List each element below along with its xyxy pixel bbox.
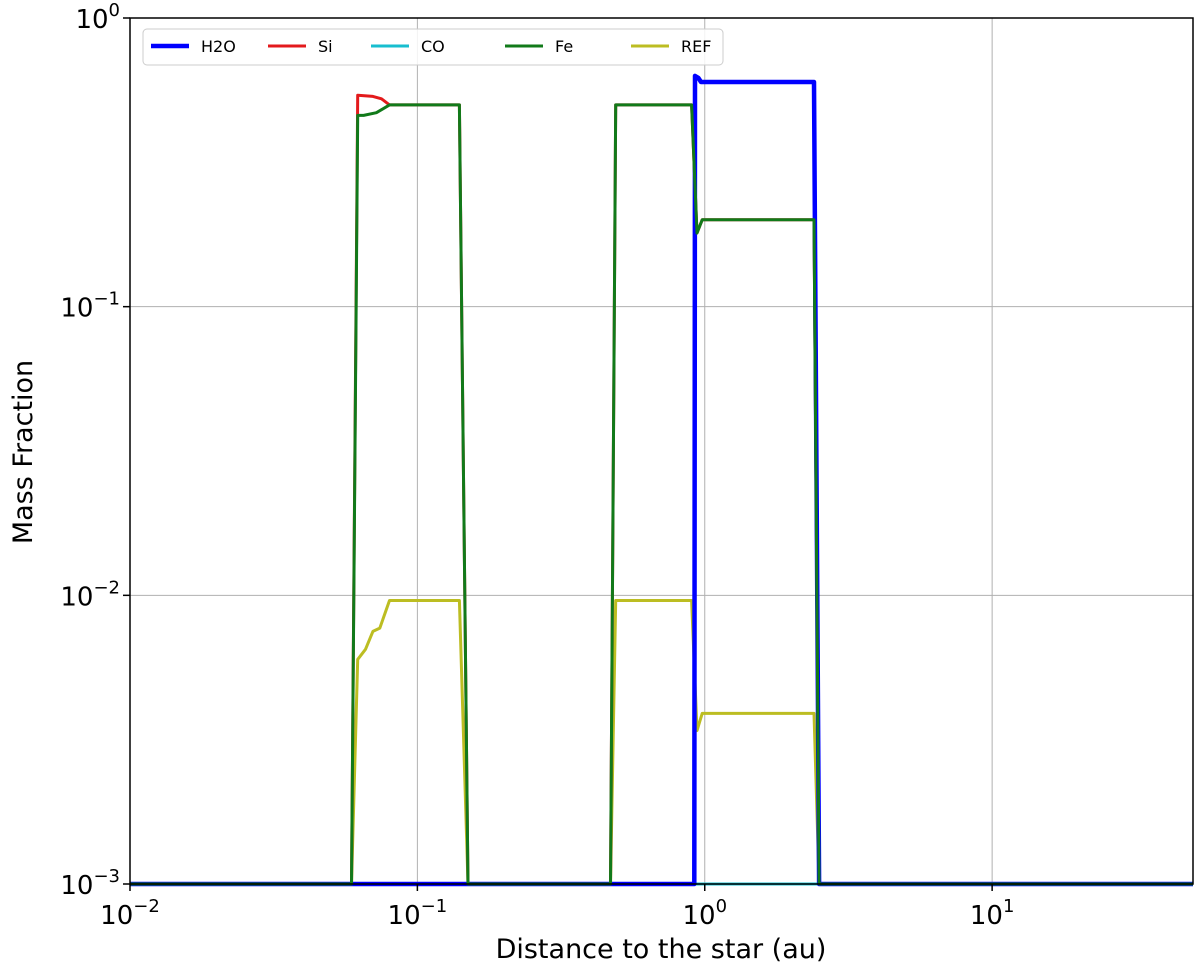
legend-label-fe: Fe [555, 37, 573, 56]
legend-box [142, 28, 724, 66]
x-axis-label: Distance to the star (au) [496, 934, 827, 963]
legend-label-ref: REF [681, 37, 711, 56]
legend-label-co: CO [421, 37, 445, 56]
y-tick-label-3: 100 [75, 0, 120, 35]
plot-frame [129, 17, 1194, 885]
y-axis-label: Mass Fraction [8, 360, 39, 544]
legend-label-h2o: H2O [201, 37, 236, 56]
legend: H2O Si CO Fe REF [142, 28, 724, 66]
x-tick-label-1: 10−1 [388, 896, 448, 931]
legend-label-si: Si [318, 37, 333, 56]
